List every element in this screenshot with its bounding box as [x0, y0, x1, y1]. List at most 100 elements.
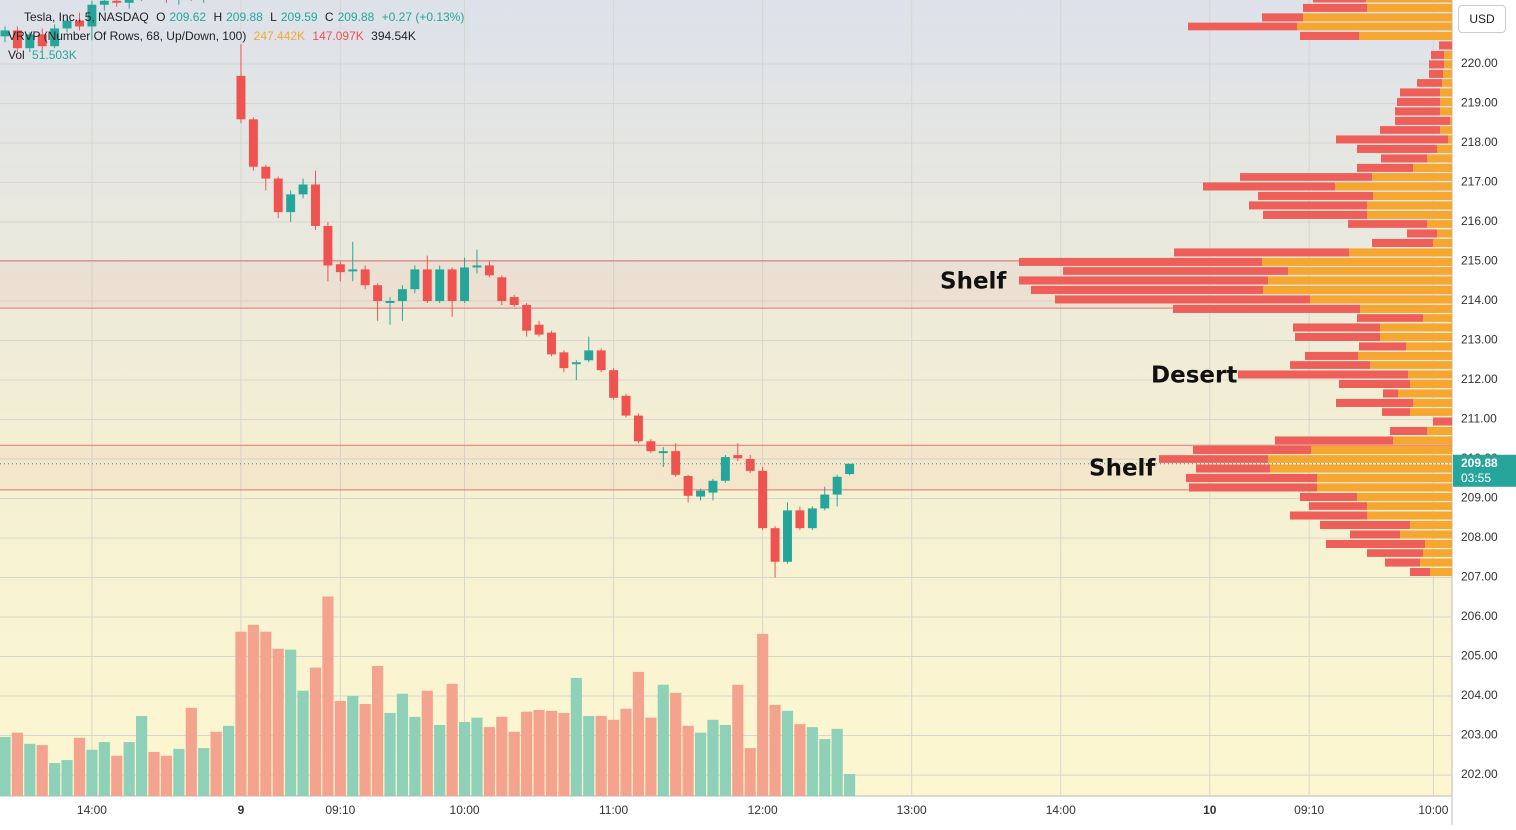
- profile-up: [1440, 107, 1452, 116]
- profile-down: [1439, 41, 1452, 50]
- candle-body: [112, 0, 122, 3]
- annotation: Shelf: [940, 269, 1007, 295]
- candle-body: [820, 494, 830, 509]
- profile-down: [1186, 473, 1317, 483]
- x-tick-label: 10: [1203, 803, 1217, 817]
- profile-down: [1320, 520, 1410, 530]
- profile-up: [1420, 558, 1452, 567]
- profile-up: [1263, 285, 1452, 294]
- profile-down: [1193, 445, 1311, 454]
- candle-body: [733, 455, 743, 459]
- volume-bar: [670, 692, 682, 796]
- volume-bar: [260, 631, 272, 796]
- plot-background: [0, 0, 1452, 796]
- y-tick-label: 209.00: [1461, 491, 1498, 505]
- profile-up: [1427, 220, 1452, 228]
- profile-up: [1430, 567, 1452, 577]
- profile-up: [1359, 31, 1452, 40]
- y-tick-label: 214.00: [1461, 293, 1498, 307]
- profile-down: [1300, 492, 1357, 501]
- candle-body: [571, 362, 581, 365]
- volume-bar: [409, 716, 421, 796]
- volume-bar: [24, 743, 36, 796]
- volume-bar: [98, 742, 110, 796]
- volume-bar: [707, 719, 719, 796]
- volume-bar: [595, 715, 607, 796]
- vrvp-total: 394.54K: [371, 29, 416, 43]
- candle-body: [845, 463, 855, 475]
- volume-bar: [757, 633, 769, 796]
- profile-down: [1400, 88, 1440, 97]
- candle-body: [261, 166, 271, 179]
- profile-up: [1406, 342, 1452, 351]
- vrvp-up: 247.442K: [253, 29, 306, 43]
- volume-bar: [434, 724, 446, 796]
- profile-up: [1360, 304, 1452, 313]
- candle-body: [397, 289, 407, 302]
- profile-down: [1336, 135, 1448, 144]
- profile-down: [1357, 163, 1413, 172]
- profile-down: [1295, 332, 1380, 341]
- x-tick-label: 14:00: [1046, 803, 1076, 817]
- profile-down: [1429, 69, 1443, 78]
- profile-up: [1440, 97, 1452, 106]
- profile-down: [1367, 549, 1423, 557]
- volume-bar: [744, 748, 756, 796]
- volume-bar: [123, 742, 135, 796]
- volume-bar: [446, 683, 458, 796]
- volume-bar: [458, 721, 471, 796]
- profile-down: [1382, 408, 1410, 416]
- profile-up: [1367, 502, 1452, 510]
- vol-value: 51.503K: [32, 48, 77, 62]
- profile-down: [1290, 361, 1370, 369]
- annotation: Desert: [1151, 363, 1237, 389]
- profile-up: [1433, 238, 1452, 247]
- candle-body: [708, 480, 718, 493]
- volume-bar: [831, 728, 843, 796]
- candle-body: [696, 490, 706, 497]
- profile-down: [1407, 229, 1437, 238]
- profile-down: [1238, 370, 1408, 379]
- candle-body: [447, 269, 457, 302]
- candle-body: [745, 459, 755, 471]
- profile-up: [1372, 173, 1452, 181]
- profile-down: [1305, 351, 1358, 360]
- candle-body: [37, 34, 47, 47]
- x-tick-label: 11:00: [599, 803, 628, 817]
- volume-bar: [322, 596, 334, 796]
- profile-up: [1268, 276, 1452, 285]
- volume-bar: [843, 773, 856, 796]
- volume-bar: [185, 707, 197, 796]
- candle-body: [807, 508, 817, 529]
- x-tick-label: 09:10: [325, 803, 355, 817]
- profile-up: [1423, 314, 1452, 322]
- ohlc-label: O: [156, 10, 166, 24]
- volume-bar: [819, 739, 831, 796]
- candle-body: [658, 451, 668, 454]
- profile-down: [1240, 173, 1372, 181]
- volume-bar: [148, 751, 160, 796]
- profile-down: [1381, 154, 1427, 163]
- y-tick-label: 203.00: [1461, 728, 1498, 742]
- volume-bar: [421, 690, 433, 796]
- candle-body: [62, 20, 72, 29]
- volume-bar: [508, 731, 520, 796]
- profile-up: [1440, 88, 1452, 97]
- volume-bar: [620, 708, 632, 796]
- profile-up: [1311, 445, 1452, 454]
- candle-body: [99, 0, 109, 5]
- volume-bar: [632, 671, 645, 796]
- profile-down: [1203, 182, 1335, 191]
- currency-button[interactable]: USD: [1458, 5, 1506, 33]
- profile-up: [1358, 351, 1452, 360]
- volume-bar: [483, 727, 495, 796]
- volume-bar: [794, 724, 806, 796]
- candle-body: [373, 285, 383, 302]
- candle-body: [559, 352, 569, 369]
- profile-up: [1357, 492, 1452, 501]
- profile-up: [1442, 79, 1452, 87]
- profile-up: [1443, 69, 1452, 78]
- volume-bar: [384, 712, 396, 796]
- volume-bar: [769, 704, 781, 796]
